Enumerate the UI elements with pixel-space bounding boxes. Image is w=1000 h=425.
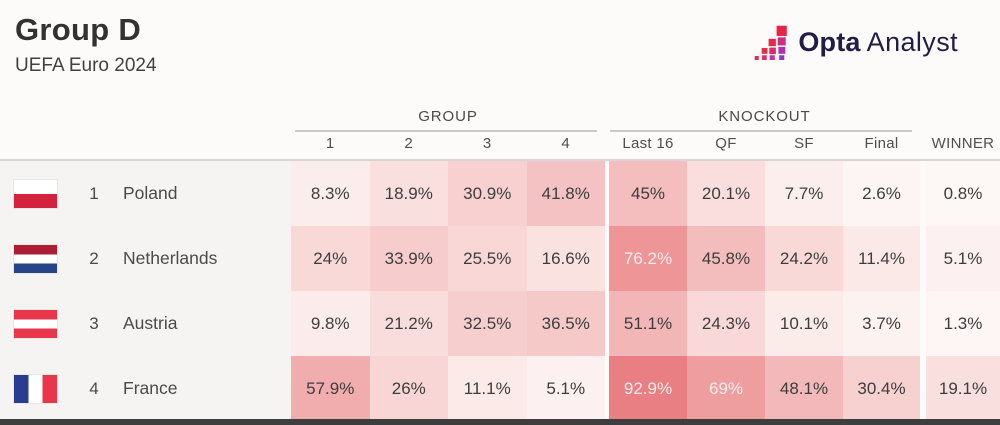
spacer: [926, 92, 1000, 132]
column-header-4: 4: [526, 132, 605, 161]
cell-france-winner: 19.1%: [926, 356, 1000, 421]
cell-austria-group4: 36.5%: [526, 291, 605, 356]
austria-flag: [14, 309, 57, 338]
table-row-poland: 1 Poland: [0, 161, 291, 226]
netherlands-flag: [14, 244, 57, 273]
section-underline: [610, 130, 912, 132]
spacer: [0, 132, 291, 161]
cell-austria-final: 3.7%: [843, 291, 920, 356]
column-header-sf: SF: [765, 132, 843, 161]
cell-netherlands-group4: 16.6%: [526, 226, 605, 291]
bottom-accent-bar: [0, 419, 1000, 425]
poland-flag: [14, 179, 57, 208]
position-number: 3: [89, 313, 99, 333]
cell-netherlands-last16: 76.2%: [609, 226, 687, 291]
cell-poland-winner: 0.8%: [926, 161, 1000, 226]
section-label: GROUP: [418, 108, 478, 125]
cell-netherlands-group2: 33.9%: [369, 226, 448, 291]
spacer: [0, 92, 291, 132]
cell-austria-winner: 1.3%: [926, 291, 1000, 356]
cell-france-qf: 69%: [687, 356, 765, 421]
team-name: Netherlands: [123, 248, 218, 268]
column-header-1: 1: [291, 132, 370, 161]
position-number: 1: [89, 183, 99, 203]
cell-netherlands-winner: 5.1%: [926, 226, 1000, 291]
cell-france-last16: 92.9%: [609, 356, 687, 421]
page-title: Group D: [15, 12, 142, 47]
table-row-france: 4 France: [0, 356, 291, 421]
table-row-austria: 3 Austria: [0, 291, 291, 356]
probability-table: GROUP KNOCKOUT 1 2 3 4 Last 16 QF SF Fin…: [0, 92, 1000, 421]
cell-austria-sf: 10.1%: [765, 291, 843, 356]
cell-france-group1: 57.9%: [291, 356, 370, 421]
cell-poland-final: 2.6%: [843, 161, 920, 226]
section-header-group: GROUP: [291, 92, 605, 132]
team-name: Austria: [123, 313, 178, 333]
spacer: [920, 132, 926, 161]
team-name: Poland: [123, 183, 178, 203]
cell-poland-group3: 30.9%: [448, 161, 527, 226]
france-flag: [14, 374, 57, 403]
column-header-final: Final: [843, 132, 920, 161]
cell-netherlands-final: 11.4%: [843, 226, 920, 291]
cell-austria-group3: 32.5%: [448, 291, 527, 356]
position-number: 2: [89, 248, 99, 268]
cell-netherlands-sf: 24.2%: [765, 226, 843, 291]
column-header-winner: WINNER: [926, 132, 1000, 161]
position-number: 4: [89, 378, 99, 398]
section-label: KNOCKOUT: [718, 108, 811, 125]
cell-netherlands-qf: 45.8%: [687, 226, 765, 291]
cell-netherlands-group3: 25.5%: [448, 226, 527, 291]
column-header-2: 2: [369, 132, 448, 161]
cell-poland-sf: 7.7%: [765, 161, 843, 226]
cell-austria-group1: 9.8%: [291, 291, 370, 356]
cell-france-sf: 48.1%: [765, 356, 843, 421]
cell-poland-qf: 20.1%: [687, 161, 765, 226]
cell-poland-group4: 41.8%: [526, 161, 605, 226]
cell-france-group4: 5.1%: [526, 356, 605, 421]
cell-austria-group2: 21.2%: [369, 291, 448, 356]
cell-france-group3: 11.1%: [448, 356, 527, 421]
header: Group D UEFA Euro 2024 Opta Analyst: [0, 0, 1000, 92]
opta-analyst-logo: Opta Analyst: [754, 0, 1000, 60]
cell-austria-last16: 51.1%: [609, 291, 687, 356]
cell-netherlands-group1: 24%: [291, 226, 370, 291]
title-block: Group D UEFA Euro 2024: [0, 0, 157, 77]
table-row-netherlands: 2 Netherlands: [0, 226, 291, 291]
column-header-qf: QF: [687, 132, 765, 161]
cell-austria-qf: 24.3%: [687, 291, 765, 356]
brand-name-bold: Opta: [798, 27, 861, 57]
cell-france-group2: 26%: [369, 356, 448, 421]
section-header-knockout: KNOCKOUT: [609, 92, 920, 132]
spacer: [605, 132, 609, 161]
cell-poland-group2: 18.9%: [369, 161, 448, 226]
team-name: France: [123, 378, 178, 398]
cell-france-final: 30.4%: [843, 356, 920, 421]
column-header-3: 3: [448, 132, 527, 161]
column-header-last16: Last 16: [609, 132, 687, 161]
cell-poland-group1: 8.3%: [291, 161, 370, 226]
page-subtitle: UEFA Euro 2024: [15, 54, 157, 76]
opta-stairs-icon: [755, 25, 788, 60]
cell-poland-last16: 45%: [609, 161, 687, 226]
brand-name-light: Analyst: [866, 27, 958, 57]
section-underline: [295, 130, 597, 132]
